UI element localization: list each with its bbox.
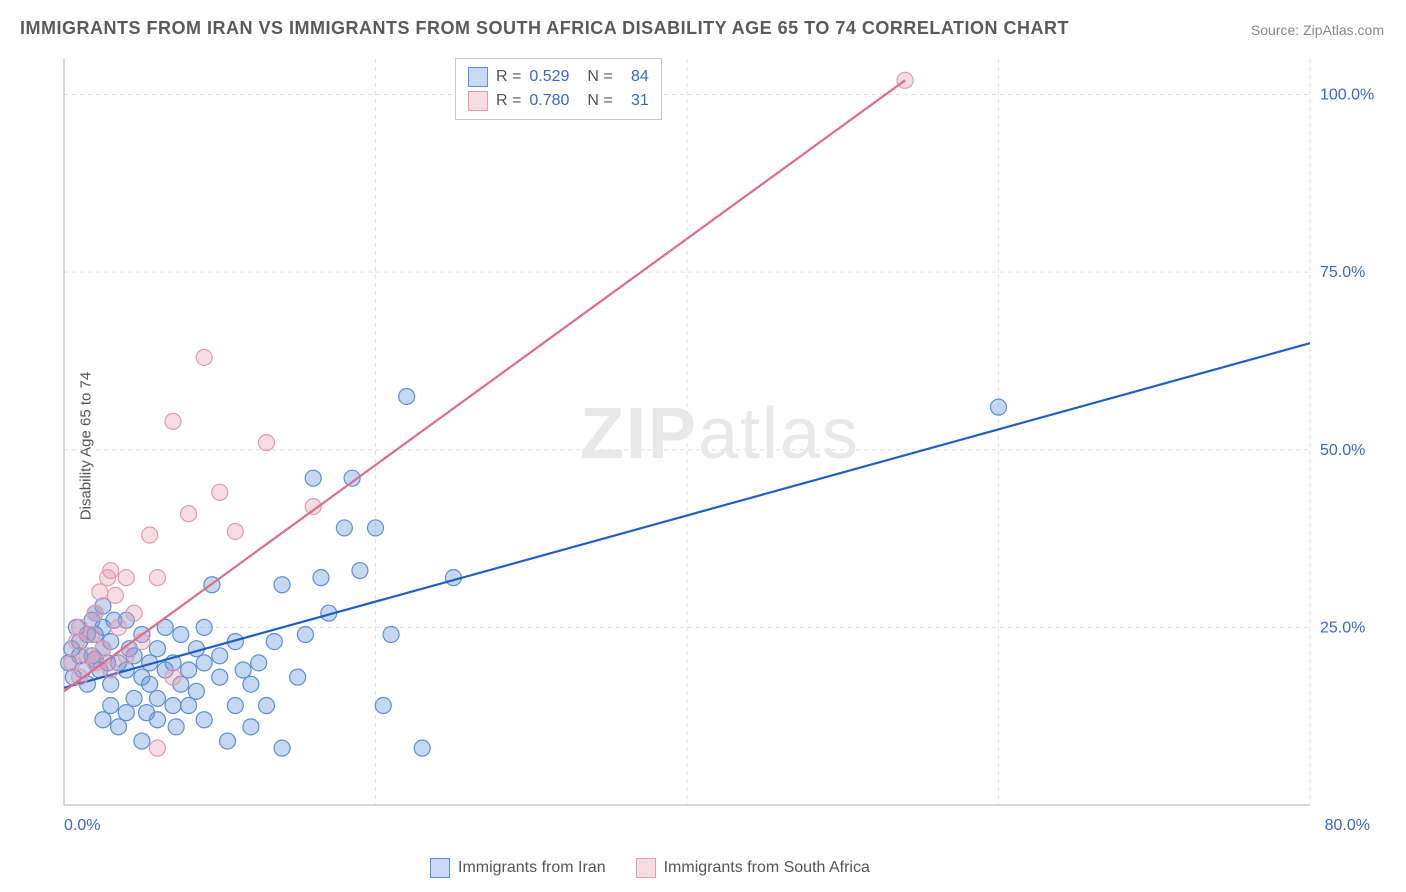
data-point: [227, 698, 243, 714]
y-tick-label: 100.0%: [1320, 87, 1374, 104]
data-point: [142, 676, 158, 692]
data-point: [196, 349, 212, 365]
data-point: [173, 626, 189, 642]
stat-r-value: 0.780: [529, 92, 569, 110]
x-tick-label: 80.0%: [1325, 817, 1370, 834]
stat-n-label: N =: [587, 92, 612, 110]
data-point: [118, 705, 134, 721]
data-point: [149, 740, 165, 756]
data-point: [212, 648, 228, 664]
data-point: [103, 563, 119, 579]
stat-r-label: R =: [496, 68, 521, 86]
y-tick-label: 75.0%: [1320, 264, 1365, 281]
stat-r-value: 0.529: [529, 68, 569, 86]
data-point: [181, 698, 197, 714]
data-point: [243, 719, 259, 735]
data-point: [274, 577, 290, 593]
y-tick-label: 25.0%: [1320, 619, 1365, 636]
source-name: ZipAtlas.com: [1303, 22, 1384, 38]
series-legend: Immigrants from Iran Immigrants from Sout…: [430, 858, 870, 878]
stat-n-label: N =: [587, 68, 612, 86]
legend-series-name: Immigrants from Iran: [458, 859, 606, 877]
data-point: [212, 669, 228, 685]
data-point: [290, 669, 306, 685]
data-point: [181, 662, 197, 678]
data-point: [399, 388, 415, 404]
stats-row: R = 0.529 N = 84: [468, 65, 649, 89]
data-point: [84, 626, 100, 642]
data-point: [188, 683, 204, 699]
scatter-chart-svg: 25.0% 50.0% 75.0% 100.0% 0.0% 80.0%: [60, 55, 1380, 845]
trend-line: [64, 80, 905, 691]
data-point: [64, 655, 80, 671]
data-point: [243, 676, 259, 692]
legend-swatch: [430, 858, 450, 878]
data-point: [196, 655, 212, 671]
data-point: [134, 733, 150, 749]
data-point: [126, 605, 142, 621]
data-point: [111, 619, 127, 635]
stat-r-label: R =: [496, 92, 521, 110]
chart-title: IMMIGRANTS FROM IRAN VS IMMIGRANTS FROM …: [20, 18, 1069, 39]
data-point: [149, 712, 165, 728]
data-point: [305, 470, 321, 486]
data-point: [103, 676, 119, 692]
data-point: [95, 641, 111, 657]
legend-swatch: [636, 858, 656, 878]
chart-plot-area: 25.0%50.0%75.0%100.0%0.0%80.0% ZIPatlas: [60, 55, 1380, 845]
data-point: [142, 527, 158, 543]
data-point: [107, 587, 123, 603]
correlation-stats-box: R = 0.529 N = 84 R = 0.780 N = 31: [455, 58, 662, 120]
data-point: [274, 740, 290, 756]
data-point: [149, 690, 165, 706]
data-point: [266, 634, 282, 650]
data-point: [368, 520, 384, 536]
data-point: [313, 570, 329, 586]
data-point: [103, 698, 119, 714]
data-point: [165, 698, 181, 714]
data-point: [258, 435, 274, 451]
data-point: [297, 626, 313, 642]
data-point: [251, 655, 267, 671]
x-tick-label: 0.0%: [64, 817, 100, 834]
stat-n-value: 31: [621, 92, 649, 110]
data-point: [258, 698, 274, 714]
data-point: [235, 662, 251, 678]
data-point: [165, 669, 181, 685]
data-point: [181, 506, 197, 522]
data-point: [352, 563, 368, 579]
data-point: [149, 570, 165, 586]
data-point: [111, 719, 127, 735]
y-tick-label: 50.0%: [1320, 442, 1365, 459]
legend-swatch: [468, 91, 488, 111]
legend-item: Immigrants from Iran: [430, 858, 606, 878]
source-attribution: Source: ZipAtlas.com: [1251, 22, 1384, 38]
data-point: [336, 520, 352, 536]
stats-row: R = 0.780 N = 31: [468, 89, 649, 113]
data-point: [68, 634, 84, 650]
data-point: [165, 413, 181, 429]
data-point: [991, 399, 1007, 415]
legend-item: Immigrants from South Africa: [636, 858, 870, 878]
data-point: [168, 719, 184, 735]
data-point: [103, 662, 119, 678]
data-point: [383, 626, 399, 642]
legend-swatch: [468, 67, 488, 87]
data-point: [126, 690, 142, 706]
source-prefix: Source:: [1251, 22, 1303, 38]
data-point: [149, 641, 165, 657]
data-point: [212, 484, 228, 500]
legend-series-name: Immigrants from South Africa: [664, 859, 870, 877]
data-point: [95, 712, 111, 728]
data-point: [227, 523, 243, 539]
data-point: [87, 605, 103, 621]
data-point: [196, 619, 212, 635]
data-point: [196, 712, 212, 728]
data-point: [118, 570, 134, 586]
stat-n-value: 84: [621, 68, 649, 86]
data-point: [92, 584, 108, 600]
data-point: [414, 740, 430, 756]
data-point: [375, 698, 391, 714]
data-point: [220, 733, 236, 749]
